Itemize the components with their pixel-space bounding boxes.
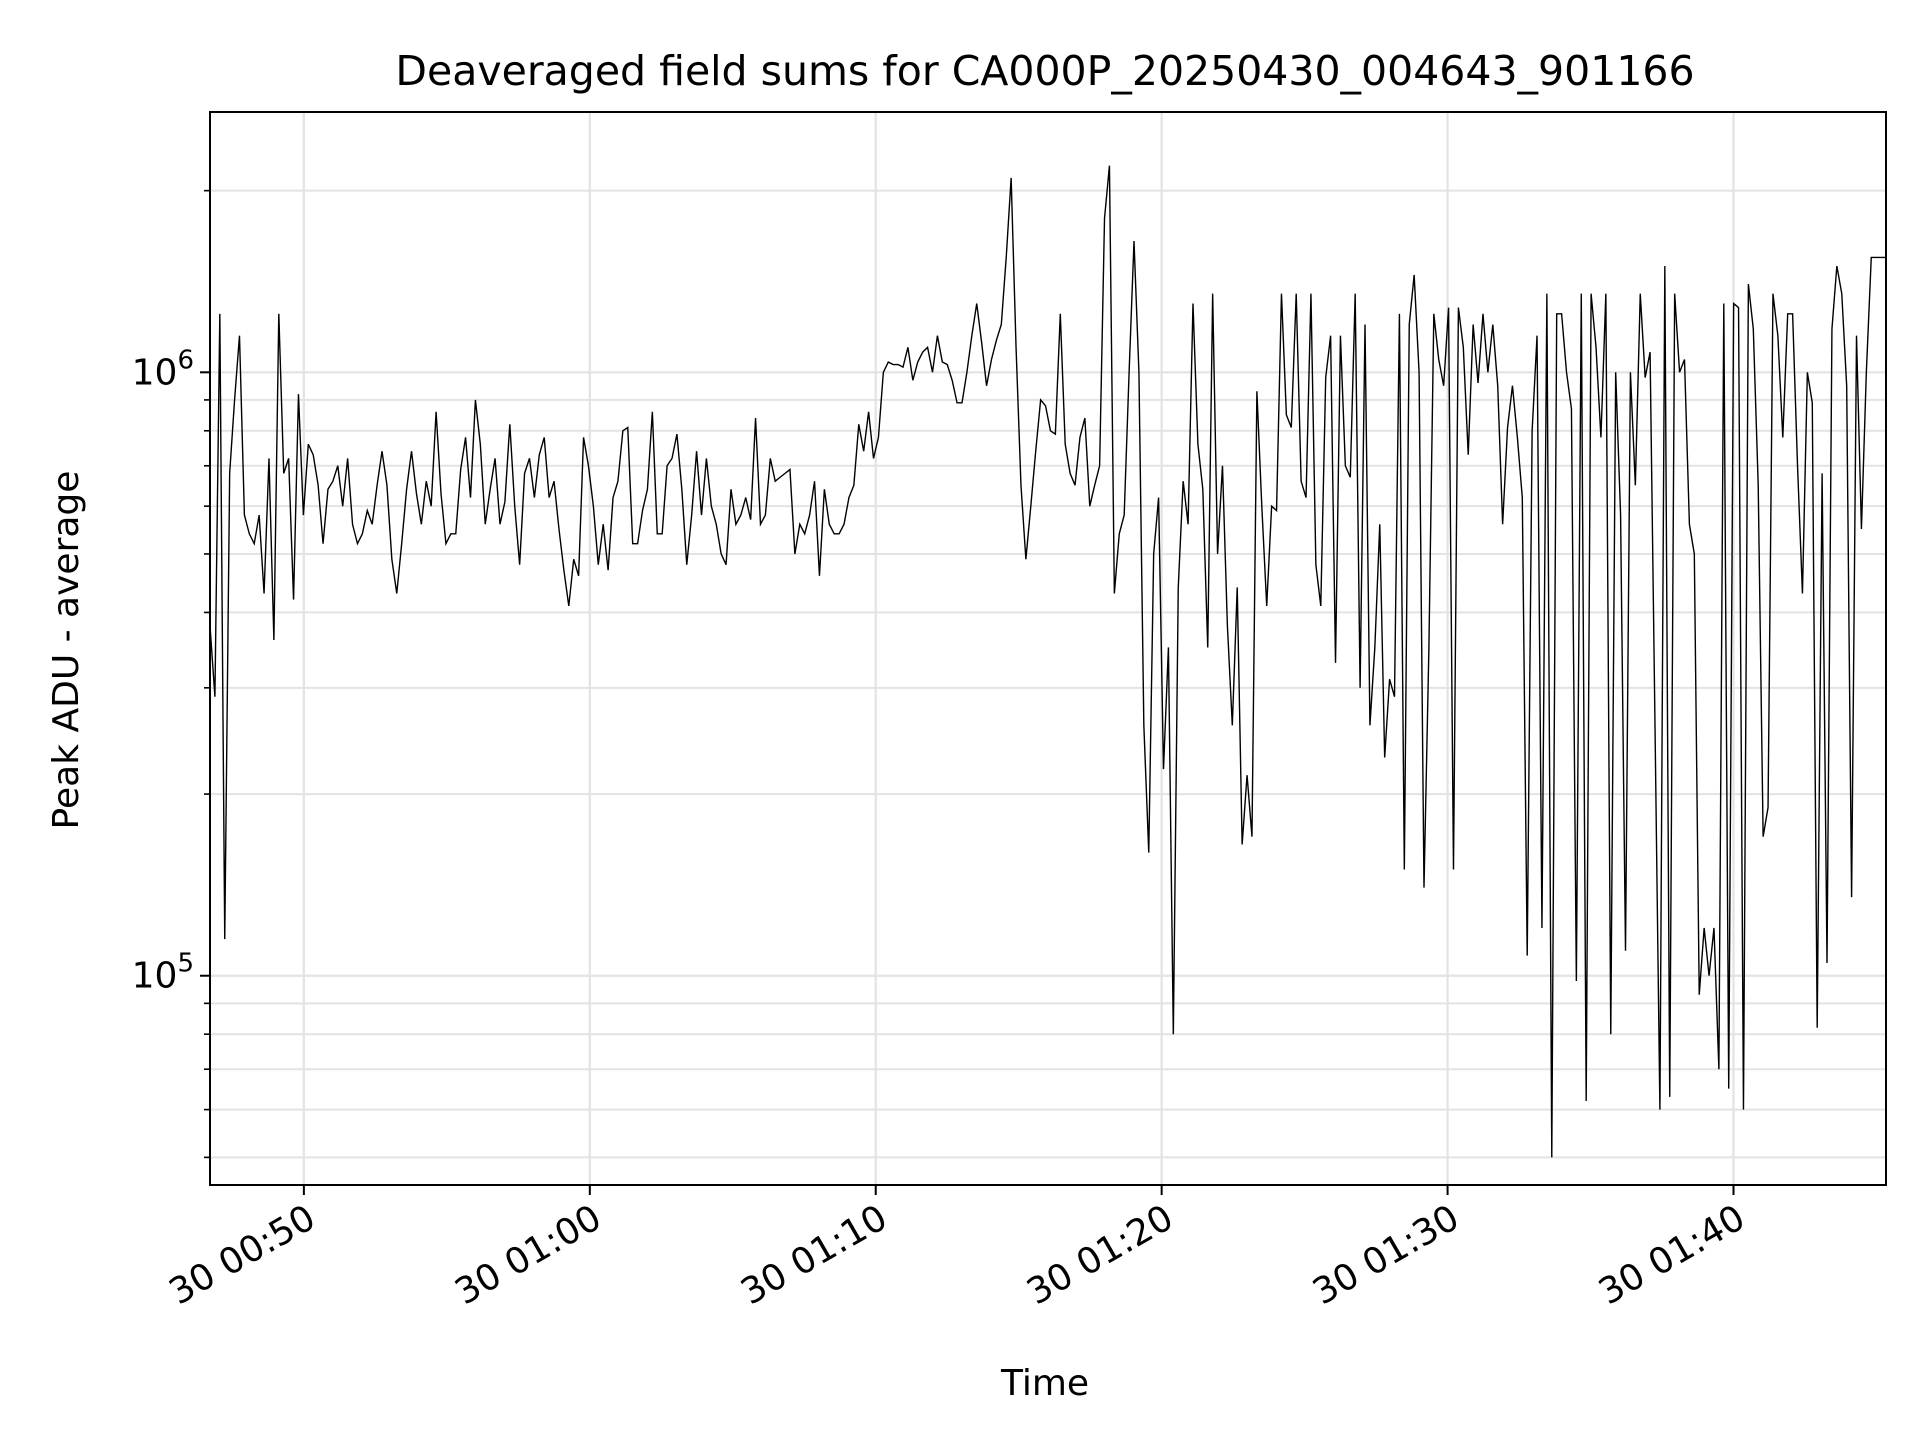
y-tick-label: 105 [132, 949, 194, 997]
y-tick-label: 106 [132, 345, 194, 393]
y-axis-label: Peak ADU - average [46, 471, 87, 830]
series-line [209, 165, 1886, 1158]
series-layer [209, 165, 1886, 1158]
x-axis-label: Time [1000, 1363, 1089, 1404]
plot-frame [209, 111, 1887, 1186]
chart-title: Deaveraged field sums for CA000P_2025043… [395, 47, 1694, 95]
